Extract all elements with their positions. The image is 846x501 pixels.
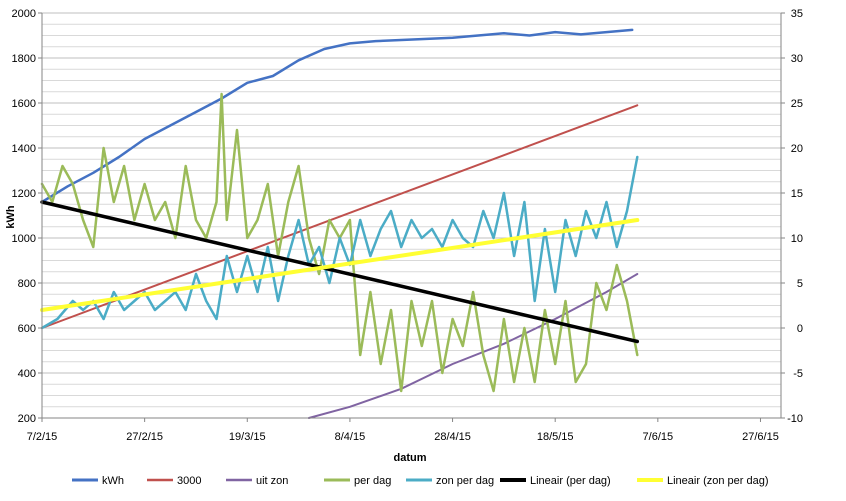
legend-label: Lineair (per dag) bbox=[530, 475, 611, 487]
y2-tick-label: 15 bbox=[791, 188, 803, 200]
y-tick-label: 2000 bbox=[12, 8, 36, 20]
y-tick-label: 1600 bbox=[12, 98, 36, 110]
y-tick-label: 600 bbox=[18, 323, 36, 335]
y-tick-label: 1400 bbox=[12, 143, 36, 155]
y2-tick-label: -10 bbox=[787, 413, 803, 425]
tick-labels: 200400600800100012001400160018002000-10-… bbox=[12, 8, 803, 443]
y2-tick-label: 35 bbox=[791, 8, 803, 20]
y2-tick-label: 20 bbox=[791, 143, 803, 155]
legend-label: per dag bbox=[354, 475, 391, 487]
series-line-1 bbox=[41, 104, 639, 329]
gridlines bbox=[42, 12, 781, 419]
y2-tick-label: 30 bbox=[791, 53, 803, 65]
axes bbox=[38, 12, 785, 422]
y-tick-label: 800 bbox=[18, 278, 36, 290]
y2-tick-label: -5 bbox=[793, 368, 803, 380]
x-tick-label: 7/6/15 bbox=[643, 431, 674, 443]
series-line-2 bbox=[307, 273, 639, 419]
legend-label: uit zon bbox=[256, 475, 288, 487]
series-line-0 bbox=[40, 28, 634, 204]
x-tick-label: 27/2/15 bbox=[126, 431, 163, 443]
x-tick-label: 27/6/15 bbox=[742, 431, 779, 443]
legend-label: kWh bbox=[102, 475, 124, 487]
y2-tick-label: 0 bbox=[797, 323, 803, 335]
y-tick-label: 1800 bbox=[12, 53, 36, 65]
x-tick-label: 19/3/15 bbox=[229, 431, 266, 443]
y2-tick-label: 10 bbox=[791, 233, 803, 245]
legend-label: 3000 bbox=[177, 475, 201, 487]
x-tick-label: 7/2/15 bbox=[27, 431, 58, 443]
y-tick-label: 400 bbox=[18, 368, 36, 380]
legend-label: zon per dag bbox=[436, 475, 494, 487]
x-axis-title: datum bbox=[394, 452, 427, 464]
x-tick-label: 8/4/15 bbox=[335, 431, 366, 443]
legend-label: Lineair (zon per dag) bbox=[667, 475, 769, 487]
x-tick-label: 18/5/15 bbox=[537, 431, 574, 443]
y2-tick-label: 25 bbox=[791, 98, 803, 110]
y-tick-label: 1200 bbox=[12, 188, 36, 200]
series-line-5 bbox=[40, 200, 640, 344]
series-line-6 bbox=[40, 218, 640, 312]
y-tick-label: 200 bbox=[18, 413, 36, 425]
x-tick-label: 28/4/15 bbox=[434, 431, 471, 443]
series-line-3 bbox=[40, 92, 639, 393]
series-line-4 bbox=[40, 155, 639, 330]
y2-tick-label: 5 bbox=[797, 278, 803, 290]
series-lines bbox=[40, 28, 640, 419]
y-axis-title: kWh bbox=[5, 205, 17, 229]
y-tick-label: 1000 bbox=[12, 233, 36, 245]
legend: kWh 3000 uit zon per dag zon per dag Lineair … bbox=[72, 475, 769, 487]
